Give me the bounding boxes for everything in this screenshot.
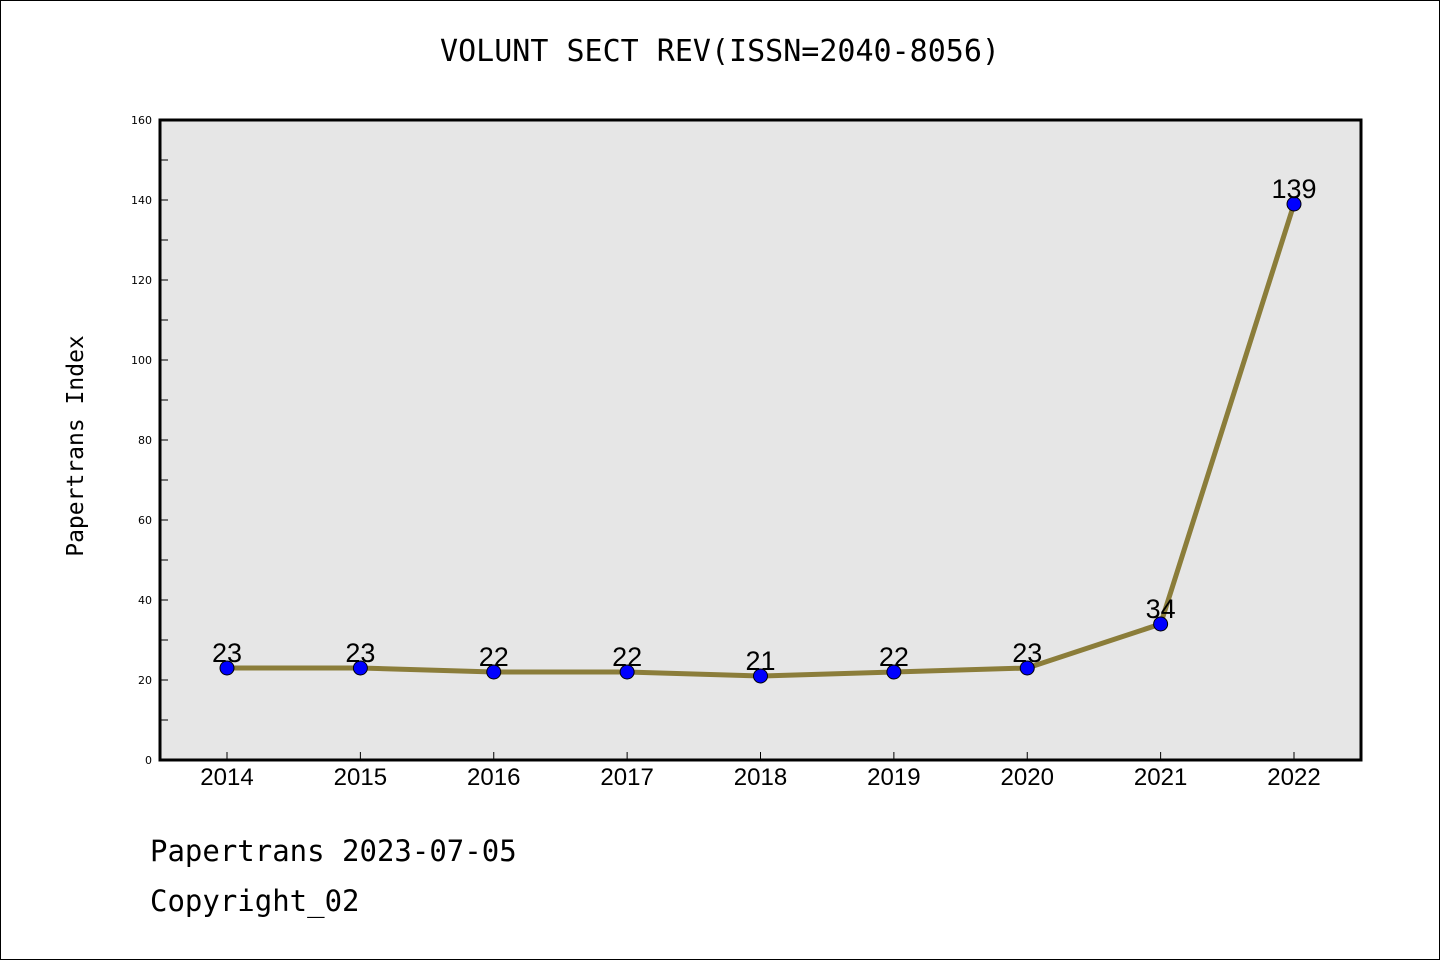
data-point (753, 668, 768, 684)
data-point (1153, 616, 1169, 632)
y-tick-label: 140 (131, 194, 152, 207)
x-tick-label: 2015 (334, 764, 387, 791)
plot-border (158, 118, 1363, 762)
data-point (619, 664, 635, 680)
y-tick-label: 60 (138, 514, 152, 527)
y-tick-label: 20 (138, 674, 152, 687)
data-point (886, 664, 902, 680)
y-tick-label: 80 (138, 434, 152, 447)
series-layer (219, 196, 1302, 684)
data-label: 22 (479, 642, 509, 672)
data-label: 139 (1271, 174, 1316, 204)
footer-copyright: Copyright_02 (150, 884, 360, 918)
x-tick-label: 2019 (867, 764, 920, 791)
data-label: 22 (612, 642, 642, 672)
data-label: 23 (212, 638, 242, 668)
x-tick-label: 2020 (1001, 764, 1054, 791)
x-tick-label: 2021 (1134, 764, 1187, 791)
x-tick-label: 2017 (600, 764, 653, 791)
data-labels: 23 23 22 22 21 22 23 34 139 (212, 174, 1317, 676)
data-label: 34 (1146, 594, 1176, 624)
data-label: 23 (345, 638, 375, 668)
chart-title: VOLUNT SECT REV(ISSN=2040-8056) (440, 34, 1000, 69)
data-point (1019, 660, 1035, 676)
data-point (486, 664, 502, 680)
y-tick-label: 160 (131, 114, 152, 127)
x-tick-label: 2018 (734, 764, 787, 791)
y-tick-label: 120 (131, 274, 152, 287)
data-label: 23 (1012, 638, 1042, 668)
y-tick-label: 0 (145, 754, 152, 767)
data-point (1286, 196, 1302, 212)
data-label: 21 (745, 646, 775, 676)
x-axis: 2014 2015 2016 2017 2018 2019 2020 2021 2022 (200, 752, 1321, 791)
x-tick-label: 2022 (1267, 764, 1320, 791)
footer-source: Papertrans 2023-07-05 (150, 834, 517, 868)
y-tick-label: 100 (131, 354, 152, 367)
y-tick-label: 40 (138, 594, 152, 607)
data-point (219, 660, 235, 676)
plot-area (160, 120, 1361, 760)
data-point (352, 660, 368, 676)
data-label: 22 (879, 642, 909, 672)
x-tick-label: 2016 (467, 764, 520, 791)
x-tick-label: 2014 (200, 764, 253, 791)
